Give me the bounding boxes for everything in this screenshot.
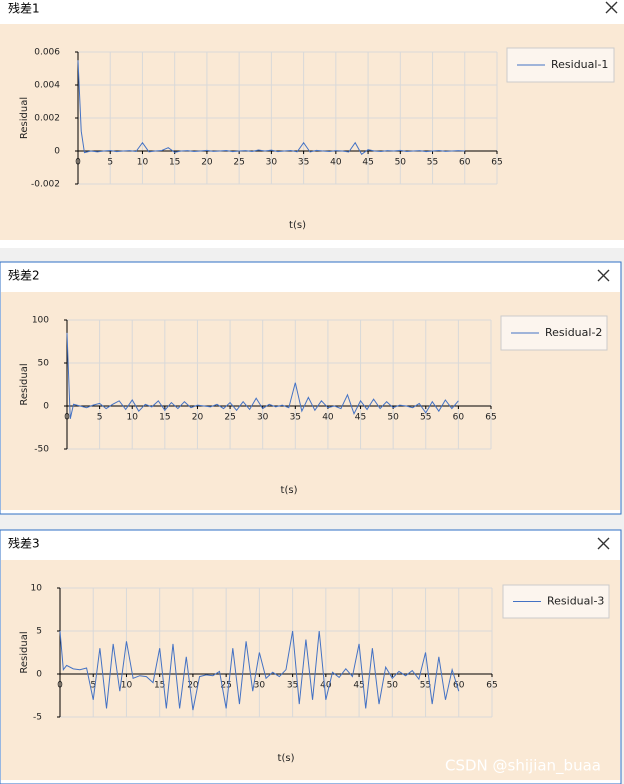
- y-tick-label: 0: [54, 147, 60, 157]
- y-tick-label: 0.002: [34, 114, 60, 124]
- legend-label: Residual-3: [547, 595, 604, 608]
- x-tick-label: 40: [322, 413, 334, 423]
- legend: [506, 47, 615, 83]
- x-tick-label: 35: [290, 413, 301, 423]
- legend-label: Residual-1: [551, 58, 608, 71]
- series-line: [77, 60, 465, 156]
- x-axis-label: t(s): [281, 485, 298, 496]
- window-title: 残差2: [8, 269, 40, 283]
- x-tick-label: 40: [320, 681, 332, 691]
- x-tick-label: 55: [420, 681, 431, 691]
- x-tick-label: 10: [137, 158, 149, 168]
- x-tick-label: 20: [187, 681, 199, 691]
- y-tick-label: 50: [38, 359, 50, 369]
- x-tick-label: 45: [353, 681, 364, 691]
- close-button[interactable]: [597, 537, 610, 550]
- y-tick-label: 0: [36, 670, 42, 680]
- close-button[interactable]: [605, 1, 618, 14]
- legend-label: Residual-2: [545, 326, 602, 339]
- x-tick-label: 5: [107, 158, 113, 168]
- window-title: 残差1: [8, 2, 40, 16]
- x-tick-label: 65: [485, 413, 496, 423]
- x-tick-label: 30: [257, 413, 269, 423]
- x-tick-label: 55: [420, 413, 431, 423]
- x-tick-label: 30: [266, 158, 278, 168]
- x-tick-label: 15: [159, 413, 170, 423]
- x-tick-label: 15: [169, 158, 180, 168]
- x-tick-label: 45: [355, 413, 366, 423]
- x-tick-label: 20: [192, 413, 204, 423]
- x-tick-label: 60: [453, 413, 465, 423]
- y-axis-label: Residual: [19, 97, 30, 139]
- x-tick-label: 5: [97, 413, 103, 423]
- x-tick-label: 50: [387, 681, 399, 691]
- x-tick-label: 10: [121, 681, 133, 691]
- x-tick-label: 60: [453, 681, 465, 691]
- x-tick-label: 35: [298, 158, 309, 168]
- x-axis-label: t(s): [278, 753, 295, 764]
- y-tick-label: -5: [33, 713, 42, 723]
- x-tick-label: 50: [387, 413, 399, 423]
- x-tick-label: 55: [427, 158, 438, 168]
- x-tick-label: 50: [395, 158, 407, 168]
- close-button[interactable]: [597, 269, 610, 282]
- y-axis-label: Residual: [19, 363, 30, 405]
- y-tick-label: 0.006: [34, 48, 60, 58]
- y-tick-label: 0.004: [34, 81, 60, 91]
- window-title: 残差3: [8, 537, 40, 551]
- x-tick-label: 65: [486, 681, 497, 691]
- x-tick-label: 5: [90, 681, 96, 691]
- y-tick-label: 5: [36, 627, 42, 637]
- x-tick-label: 25: [224, 413, 235, 423]
- x-tick-label: 10: [127, 413, 139, 423]
- y-tick-label: -50: [34, 445, 49, 455]
- x-tick-label: 25: [220, 681, 231, 691]
- x-tick-label: 45: [362, 158, 373, 168]
- y-tick-label: 10: [31, 584, 43, 594]
- x-tick-label: 60: [459, 158, 471, 168]
- x-tick-label: 40: [330, 158, 342, 168]
- series-line: [66, 332, 459, 420]
- y-axis-label: Residual: [19, 631, 30, 673]
- y-tick-label: 100: [32, 316, 49, 326]
- x-tick-label: 15: [154, 681, 165, 691]
- x-tick-label: 20: [201, 158, 213, 168]
- x-tick-label: 65: [491, 158, 502, 168]
- series-line: [59, 630, 460, 711]
- y-tick-label: 0: [43, 402, 49, 412]
- x-tick-label: 30: [254, 681, 266, 691]
- x-tick-label: 35: [287, 681, 298, 691]
- x-tick-label: 25: [233, 158, 244, 168]
- watermark: CSDN @shijian_buaa: [445, 757, 601, 776]
- x-axis-label: t(s): [289, 220, 306, 231]
- y-tick-label: -0.002: [31, 180, 60, 190]
